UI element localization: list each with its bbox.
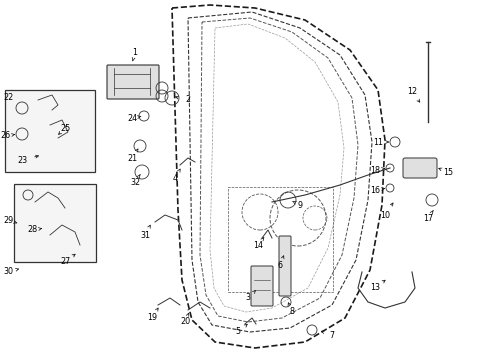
- Text: 10: 10: [379, 211, 389, 220]
- Text: 16: 16: [369, 185, 379, 194]
- Text: 21: 21: [127, 153, 137, 162]
- Text: 7: 7: [329, 330, 334, 339]
- FancyBboxPatch shape: [14, 184, 96, 262]
- Text: 31: 31: [140, 230, 150, 239]
- Text: 32: 32: [130, 177, 140, 186]
- Text: 24: 24: [127, 113, 137, 122]
- Text: 26: 26: [0, 131, 10, 140]
- Text: 6: 6: [277, 261, 282, 270]
- Text: 15: 15: [442, 167, 452, 176]
- Text: 29: 29: [3, 216, 13, 225]
- FancyBboxPatch shape: [250, 266, 272, 306]
- Text: 18: 18: [369, 166, 379, 175]
- Text: 17: 17: [422, 213, 432, 222]
- Text: 2: 2: [185, 95, 190, 104]
- FancyBboxPatch shape: [279, 236, 290, 296]
- Text: 28: 28: [27, 225, 37, 234]
- Text: 22: 22: [3, 94, 13, 103]
- Text: 14: 14: [252, 240, 263, 249]
- Text: 4: 4: [172, 174, 177, 183]
- Text: 25: 25: [60, 123, 70, 132]
- Text: 1: 1: [132, 48, 137, 57]
- Text: 3: 3: [245, 293, 250, 302]
- Text: 23: 23: [17, 156, 27, 165]
- Text: 11: 11: [372, 138, 382, 147]
- Text: 19: 19: [146, 314, 157, 323]
- Text: 20: 20: [180, 318, 190, 327]
- FancyBboxPatch shape: [107, 65, 159, 99]
- Text: 13: 13: [369, 284, 379, 292]
- FancyBboxPatch shape: [402, 158, 436, 178]
- Text: 12: 12: [406, 87, 416, 96]
- Text: 8: 8: [289, 307, 294, 316]
- Text: 5: 5: [235, 328, 240, 337]
- Text: 30: 30: [3, 267, 13, 276]
- Text: 9: 9: [297, 201, 302, 210]
- Text: 27: 27: [60, 257, 70, 266]
- FancyBboxPatch shape: [5, 90, 95, 172]
